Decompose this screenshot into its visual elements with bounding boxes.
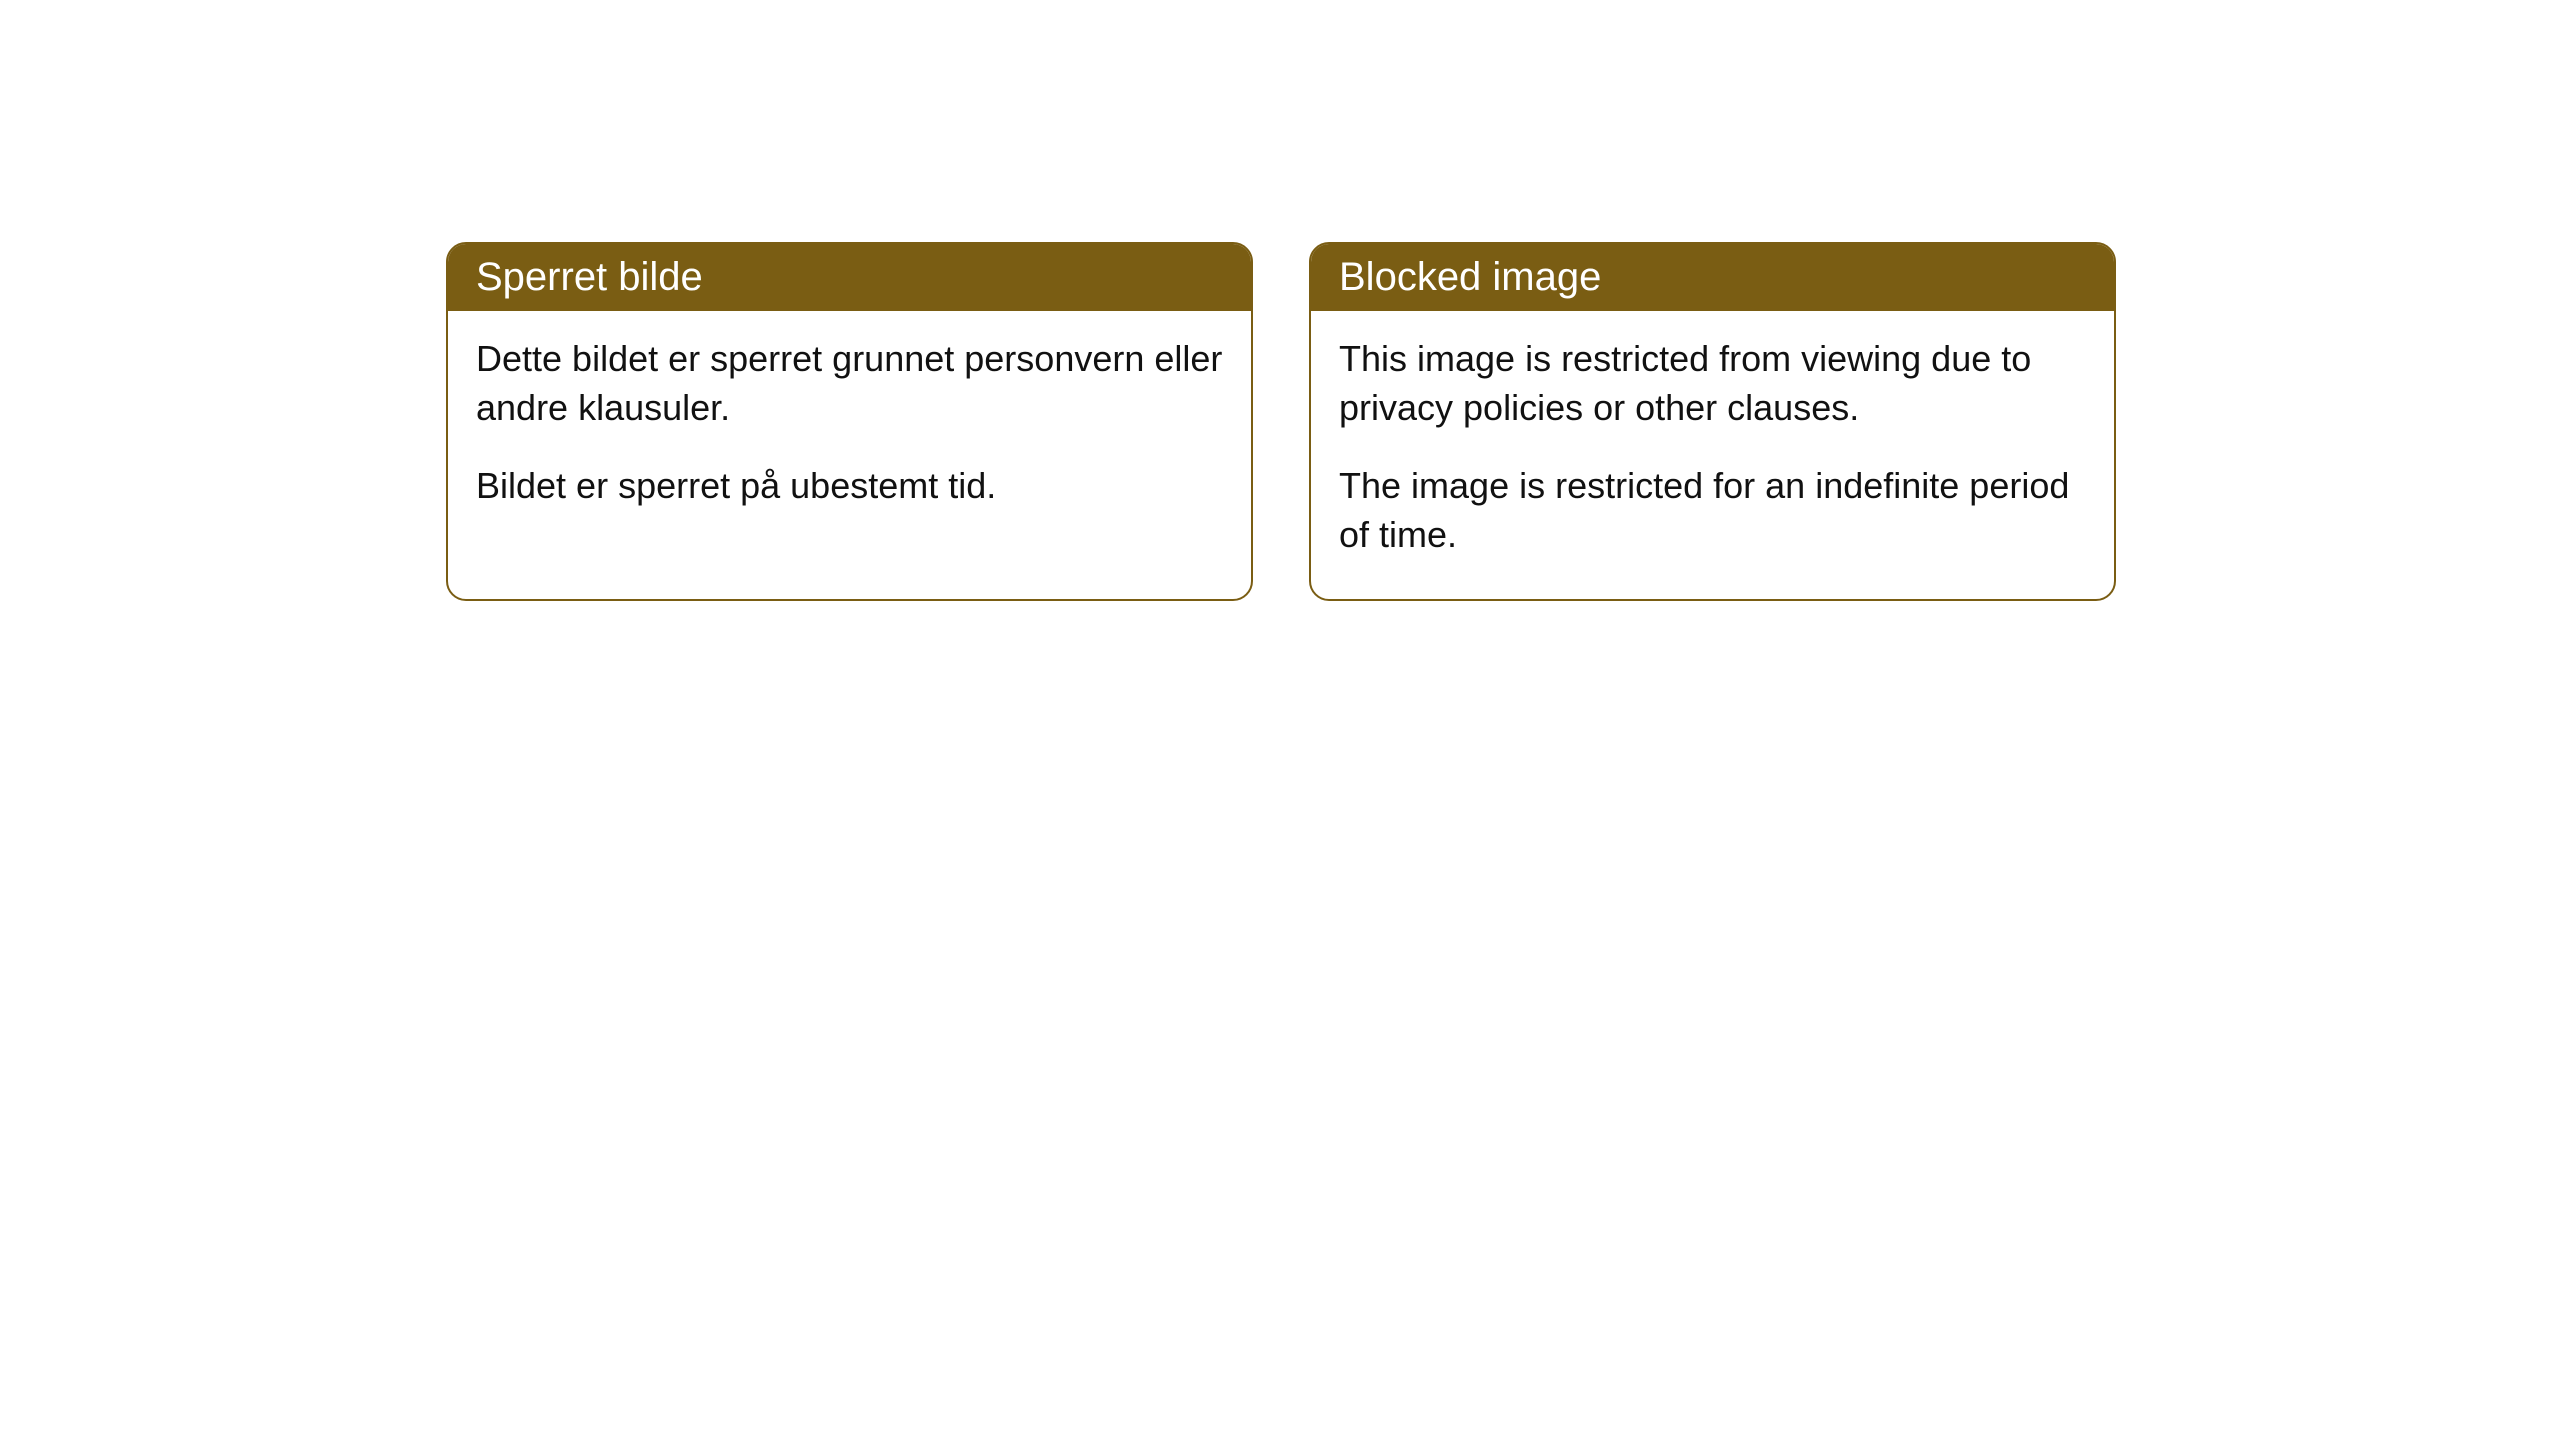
card-paragraph-norwegian-1: Dette bildet er sperret grunnet personve… bbox=[476, 335, 1223, 432]
blocked-image-card-english: Blocked image This image is restricted f… bbox=[1309, 242, 2116, 601]
notice-cards-container: Sperret bilde Dette bildet er sperret gr… bbox=[446, 242, 2116, 601]
card-paragraph-english-2: The image is restricted for an indefinit… bbox=[1339, 462, 2086, 559]
card-paragraph-english-1: This image is restricted from viewing du… bbox=[1339, 335, 2086, 432]
card-paragraph-norwegian-2: Bildet er sperret på ubestemt tid. bbox=[476, 462, 1223, 511]
blocked-image-card-norwegian: Sperret bilde Dette bildet er sperret gr… bbox=[446, 242, 1253, 601]
card-header-norwegian: Sperret bilde bbox=[448, 244, 1251, 311]
card-body-english: This image is restricted from viewing du… bbox=[1311, 311, 2114, 599]
card-body-norwegian: Dette bildet er sperret grunnet personve… bbox=[448, 311, 1251, 551]
card-header-english: Blocked image bbox=[1311, 244, 2114, 311]
